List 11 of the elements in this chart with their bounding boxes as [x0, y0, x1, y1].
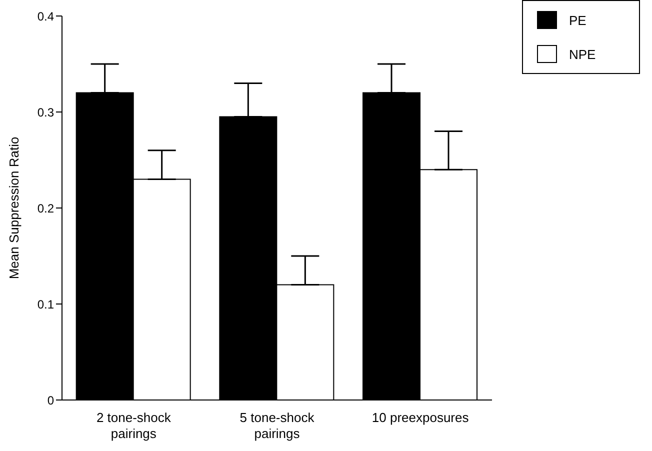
y-tick-label: 0.3 — [37, 105, 54, 120]
legend-label: NPE — [569, 46, 596, 62]
y-axis-title: Mean Suppression Ratio — [6, 136, 22, 280]
x-tick-label: 2 tone-shock pairings — [96, 410, 172, 441]
y-tick-label: 0 — [47, 393, 54, 408]
legend-label: PE — [569, 12, 586, 28]
y-tick-label: 0.2 — [37, 201, 54, 216]
y-tick-label: 0.1 — [37, 297, 54, 312]
x-tick-label: 5 tone-shock pairings — [240, 410, 315, 441]
y-tick-label: 0.4 — [37, 9, 54, 24]
x-tick-label: 10 preexposures — [372, 410, 470, 425]
